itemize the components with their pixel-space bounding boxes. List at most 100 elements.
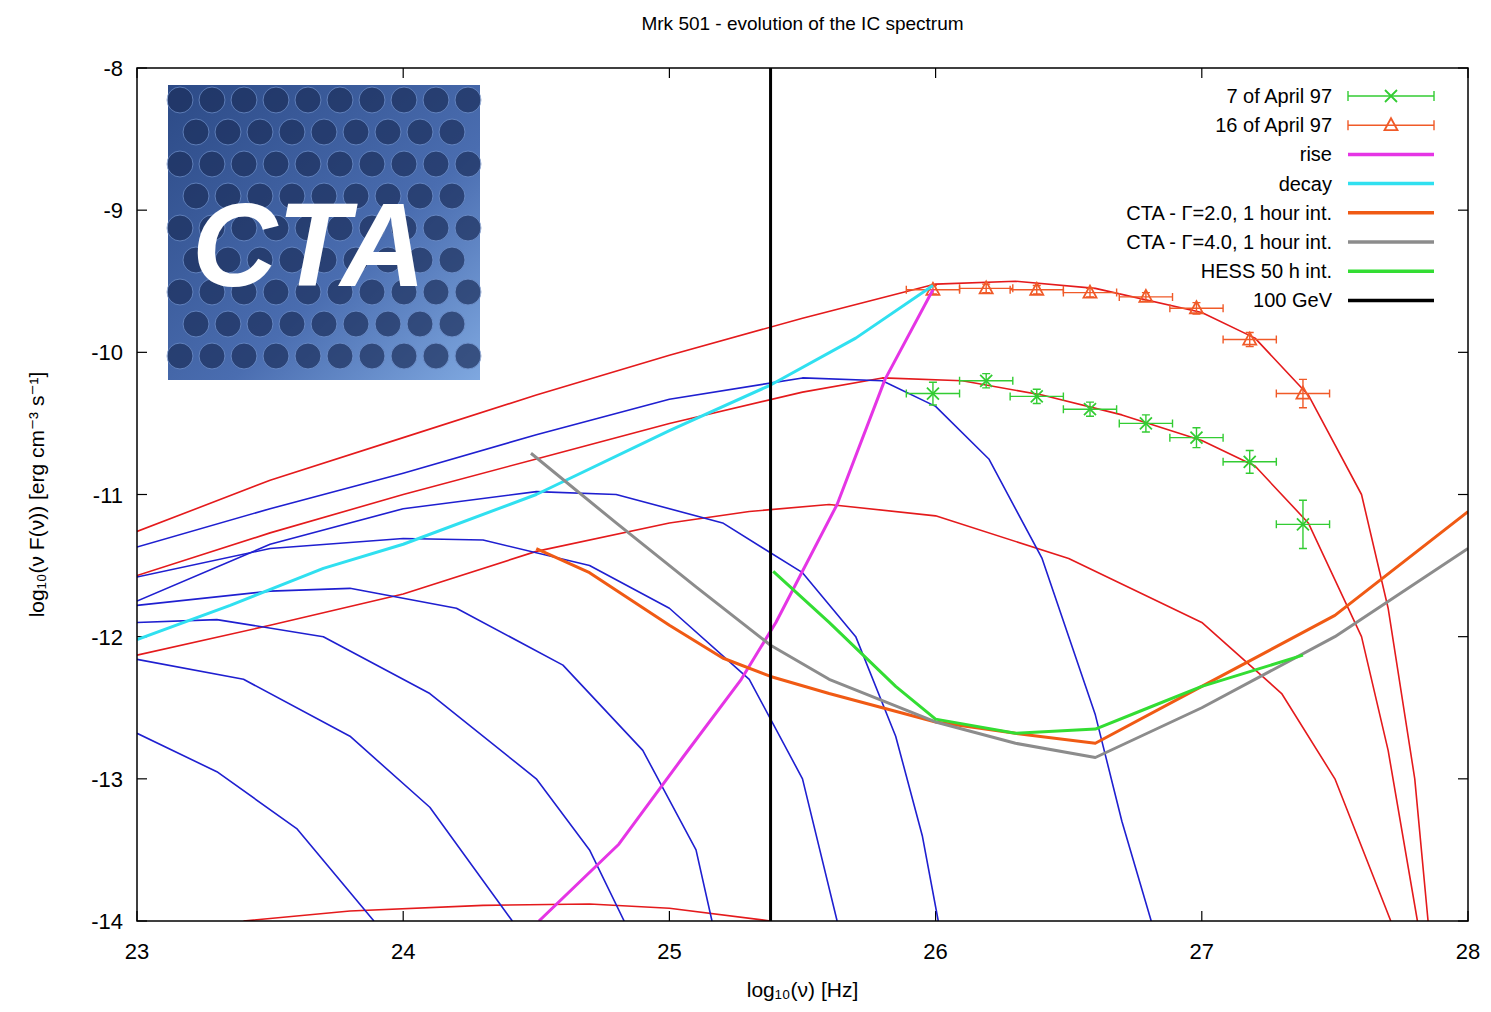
inset-background	[168, 85, 480, 380]
y-tick-label: -10	[91, 340, 123, 365]
inset-mirror	[375, 311, 401, 337]
legend-swatch	[1348, 120, 1434, 130]
marker-x	[1031, 390, 1043, 402]
annotation: CTA	[192, 179, 426, 311]
legend-label: 100 GeV	[1253, 289, 1333, 311]
title: Mrk 501 - evolution of the IC spectrum	[641, 13, 963, 34]
inset-mirror	[311, 311, 337, 337]
marker	[980, 375, 992, 387]
inset-mirror	[199, 87, 225, 113]
marker	[1139, 290, 1152, 302]
model-curve	[137, 620, 624, 921]
legend-swatch	[1348, 91, 1434, 101]
inset-mirror	[215, 311, 241, 337]
y-tick-label: -12	[91, 625, 123, 650]
marker	[1084, 403, 1096, 415]
x-tick-label: 25	[657, 939, 681, 964]
inset-mirror	[439, 183, 465, 209]
x-tick-label: 24	[391, 939, 415, 964]
series-line	[773, 571, 1303, 733]
model-curve	[137, 733, 374, 921]
legend: 7 of April 9716 of April 97risedecayCTA …	[1126, 85, 1434, 311]
inset-mirror	[183, 119, 209, 145]
y-tick	[137, 210, 147, 211]
x-error-bar	[1119, 293, 1172, 301]
x-tick-label: 26	[923, 939, 947, 964]
legend-swatch	[1348, 182, 1434, 186]
legend-label: rise	[1300, 143, 1332, 165]
y-tick-label: -14	[91, 909, 123, 934]
y-tick	[137, 778, 147, 779]
marker-x	[1385, 90, 1397, 102]
model-curve	[137, 659, 512, 921]
inset-mirror	[327, 87, 353, 113]
inset-mirror	[167, 279, 193, 305]
marker	[1083, 286, 1096, 298]
inset-mirror	[295, 87, 321, 113]
legend-swatch	[1348, 153, 1434, 157]
legend-swatch	[1348, 299, 1434, 303]
inset-mirror	[279, 311, 305, 337]
inset-mirror	[295, 151, 321, 177]
marker-x	[980, 375, 992, 387]
series-line	[769, 68, 772, 921]
inset-mirror	[391, 87, 417, 113]
inset-mirror	[199, 151, 225, 177]
model-curve	[137, 588, 712, 921]
marker	[1297, 518, 1309, 530]
legend-swatch	[1348, 240, 1434, 244]
inset-mirror	[231, 151, 257, 177]
plot-area	[137, 68, 1468, 921]
inset-mirror	[391, 151, 417, 177]
marker	[1031, 390, 1043, 402]
inset-mirror	[167, 151, 193, 177]
inset-mirror	[215, 119, 241, 145]
y-tick-label: -13	[91, 767, 123, 792]
y-tick	[1458, 210, 1468, 211]
marker-x	[1140, 417, 1152, 429]
model-curve	[137, 539, 837, 921]
x-tick	[669, 68, 670, 78]
x-tick	[403, 68, 404, 78]
inset-mirror	[455, 151, 481, 177]
inset-mirror	[167, 215, 193, 241]
legend-label: decay	[1279, 173, 1332, 195]
inset-mirror	[311, 119, 337, 145]
legend-label: 16 of April 97	[1215, 114, 1332, 136]
inset-mirror	[263, 151, 289, 177]
legend-label: HESS 50 h int.	[1201, 260, 1332, 282]
y-axis-title: log₁₀(ν F(ν)) [erg cm⁻³ s⁻¹]	[25, 372, 48, 618]
inset-mirror	[295, 343, 321, 369]
marker-triangle	[980, 281, 993, 293]
marker	[1140, 417, 1152, 429]
inset-mirror	[327, 343, 353, 369]
marker	[1190, 432, 1202, 444]
x-error-bar	[1010, 286, 1063, 294]
legend-label: CTA - Γ=2.0, 1 hour int.	[1126, 202, 1332, 224]
y-tick	[1458, 636, 1468, 637]
inset-mirror	[423, 151, 449, 177]
marker-x	[1297, 518, 1309, 530]
inset-mirror	[359, 343, 385, 369]
inset-mirror	[247, 119, 273, 145]
marker-triangle	[1190, 301, 1203, 313]
inset-mirror	[439, 311, 465, 337]
marker	[1244, 456, 1256, 468]
x-tick	[1201, 68, 1202, 78]
y-tick	[1458, 494, 1468, 495]
marker	[1243, 333, 1256, 345]
x-tick	[1201, 911, 1202, 921]
inset-mirror	[391, 343, 417, 369]
inset-mirror	[231, 87, 257, 113]
series-line	[531, 453, 1468, 757]
marker-triangle	[1385, 118, 1398, 130]
inset-mirror	[407, 119, 433, 145]
x-tick-label: 27	[1190, 939, 1214, 964]
inset-mirror	[423, 343, 449, 369]
legend-swatch	[1348, 211, 1434, 215]
inset-mirror	[343, 311, 369, 337]
x-tick	[669, 911, 670, 921]
y-tick	[137, 352, 147, 353]
inset-mirror	[439, 119, 465, 145]
marker	[1190, 301, 1203, 313]
